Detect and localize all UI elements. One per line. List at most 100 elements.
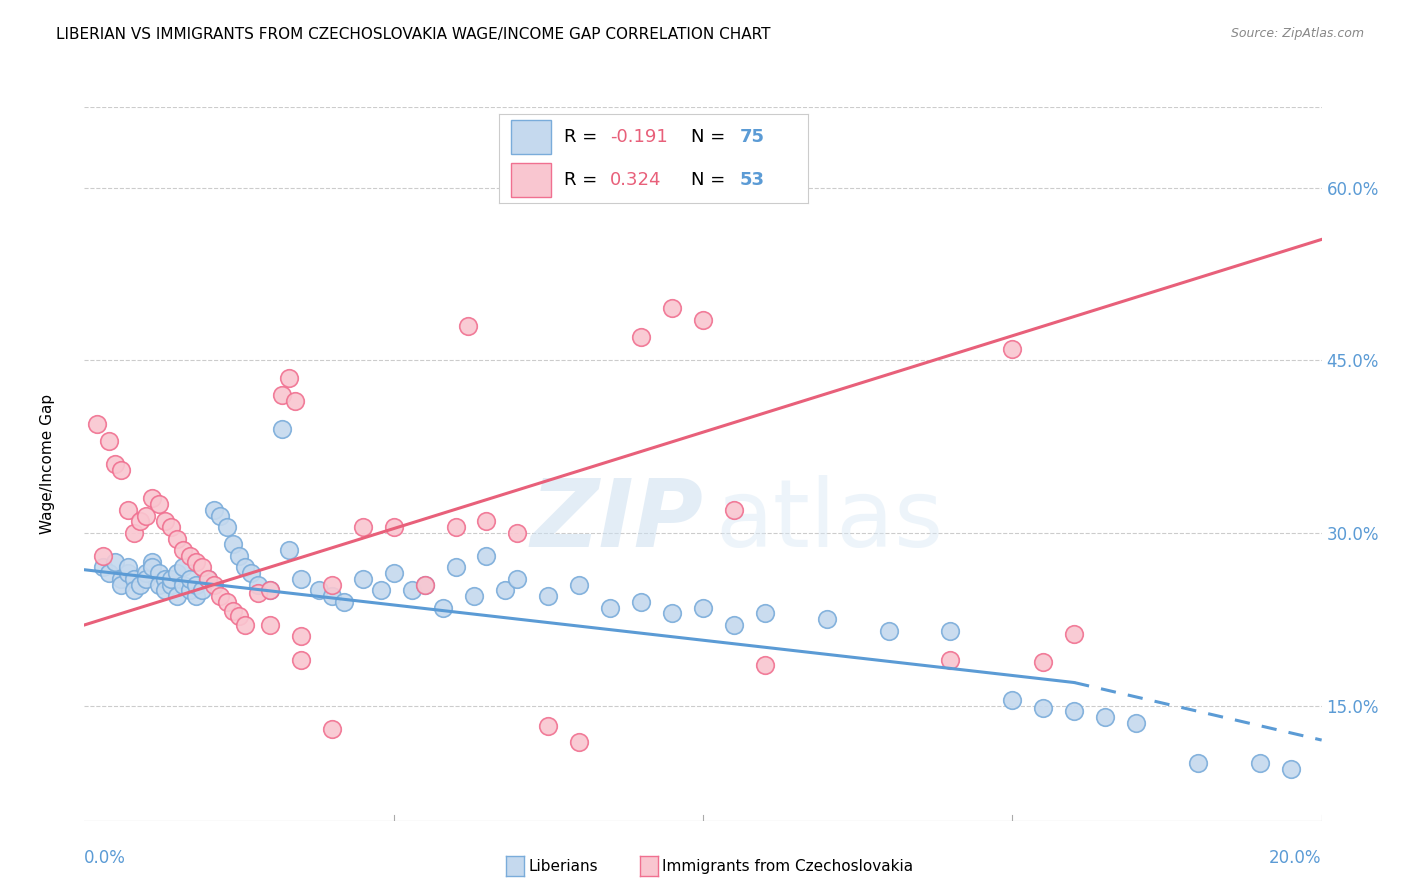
Text: atlas: atlas	[716, 475, 943, 567]
Point	[228, 549, 250, 563]
Point	[202, 503, 225, 517]
Text: 0.0%: 0.0%	[84, 849, 127, 867]
Point	[1001, 342, 1024, 356]
Point	[723, 503, 745, 517]
Point	[135, 566, 157, 581]
Point	[228, 608, 250, 623]
Point	[209, 508, 232, 523]
Point	[172, 577, 194, 591]
Point	[233, 618, 256, 632]
Point	[1063, 627, 1085, 641]
Point	[568, 735, 591, 749]
Point	[148, 497, 170, 511]
Point	[246, 586, 269, 600]
Point	[382, 566, 405, 581]
Point	[129, 515, 152, 529]
Point	[98, 566, 121, 581]
Point	[122, 525, 145, 540]
Point	[153, 572, 176, 586]
Point	[179, 583, 201, 598]
Point	[110, 572, 132, 586]
Point	[104, 457, 127, 471]
Point	[197, 572, 219, 586]
Point	[122, 583, 145, 598]
Point	[277, 543, 299, 558]
Point	[246, 577, 269, 591]
Point	[939, 624, 962, 638]
Point	[91, 549, 114, 563]
Point	[370, 583, 392, 598]
Point	[568, 577, 591, 591]
Point	[939, 652, 962, 666]
Point	[240, 566, 263, 581]
Point	[1125, 715, 1147, 730]
Point	[457, 318, 479, 333]
Point	[290, 572, 312, 586]
Text: Wage/Income Gap: Wage/Income Gap	[39, 393, 55, 534]
Point	[1032, 701, 1054, 715]
Point	[91, 560, 114, 574]
Point	[166, 532, 188, 546]
Point	[321, 577, 343, 591]
Point	[184, 577, 207, 591]
Point	[321, 722, 343, 736]
Point	[209, 589, 232, 603]
Point	[215, 595, 238, 609]
Point	[141, 555, 163, 569]
Point	[277, 370, 299, 384]
Point	[1249, 756, 1271, 770]
Point	[222, 604, 245, 618]
Point	[432, 600, 454, 615]
Point	[290, 652, 312, 666]
Point	[184, 589, 207, 603]
Point	[86, 417, 108, 431]
Point	[160, 520, 183, 534]
Point	[661, 301, 683, 316]
Point	[599, 600, 621, 615]
Point	[444, 560, 467, 574]
Text: 20.0%: 20.0%	[1270, 849, 1322, 867]
Point	[259, 583, 281, 598]
Point	[141, 560, 163, 574]
Text: LIBERIAN VS IMMIGRANTS FROM CZECHOSLOVAKIA WAGE/INCOME GAP CORRELATION CHART: LIBERIAN VS IMMIGRANTS FROM CZECHOSLOVAK…	[56, 27, 770, 42]
Point	[754, 607, 776, 621]
Point	[184, 555, 207, 569]
Text: Source: ZipAtlas.com: Source: ZipAtlas.com	[1230, 27, 1364, 40]
Point	[191, 560, 214, 574]
Point	[110, 577, 132, 591]
Point	[754, 658, 776, 673]
Point	[352, 572, 374, 586]
Point	[271, 422, 294, 436]
Point	[179, 572, 201, 586]
Point	[117, 566, 139, 581]
Point	[191, 583, 214, 598]
Point	[197, 572, 219, 586]
Point	[259, 618, 281, 632]
Point	[148, 577, 170, 591]
Point	[160, 572, 183, 586]
Point	[172, 543, 194, 558]
Point	[401, 583, 423, 598]
Point	[692, 313, 714, 327]
Point	[506, 525, 529, 540]
Point	[290, 630, 312, 644]
Point	[160, 577, 183, 591]
Point	[413, 577, 436, 591]
Point	[877, 624, 900, 638]
Point	[129, 577, 152, 591]
Point	[463, 589, 485, 603]
Point	[98, 434, 121, 448]
Text: Immigrants from Czechoslovakia: Immigrants from Czechoslovakia	[662, 859, 914, 873]
Point	[222, 537, 245, 551]
Point	[166, 589, 188, 603]
Point	[117, 503, 139, 517]
Point	[308, 583, 330, 598]
Point	[1001, 693, 1024, 707]
Point	[352, 520, 374, 534]
Point	[1187, 756, 1209, 770]
Text: Liberians: Liberians	[529, 859, 599, 873]
Point	[141, 491, 163, 506]
Point	[179, 549, 201, 563]
Point	[110, 462, 132, 476]
Point	[202, 577, 225, 591]
